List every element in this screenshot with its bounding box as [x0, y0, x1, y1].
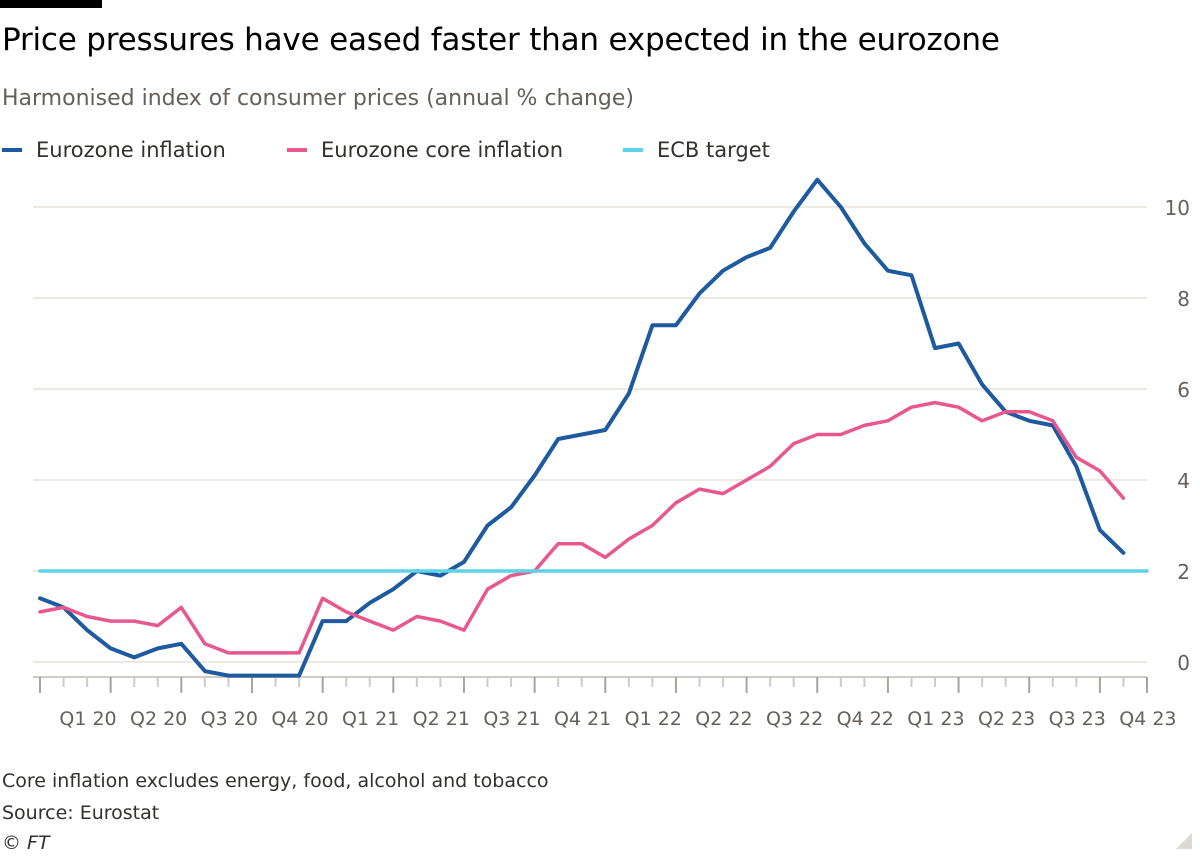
x-tick-label: Q1 23 — [907, 708, 964, 730]
legend-item-eurozone-inflation: Eurozone inflation — [2, 138, 226, 162]
x-tick-label: Q1 20 — [59, 708, 116, 730]
x-tick-label: Q2 21 — [413, 708, 470, 730]
series-line-eurozone-inflation — [38, 177, 1126, 678]
x-tick-label: Q4 21 — [554, 708, 611, 730]
x-tick-label: Q4 22 — [837, 708, 894, 730]
x-tick-label: Q4 20 — [271, 708, 328, 730]
copyright: © FT — [2, 832, 50, 854]
chart-title: Price pressures have eased faster than e… — [2, 22, 1000, 58]
legend-label-ecb-target: ECB target — [657, 138, 770, 162]
x-tick-label: Q3 21 — [483, 708, 540, 730]
footnote: Core inflation excludes energy, food, al… — [2, 770, 549, 792]
legend-item-ecb-target: ECB target — [623, 138, 770, 162]
source-note: Source: Eurostat — [2, 802, 160, 824]
x-tick-label: Q1 22 — [625, 708, 682, 730]
y-tick-label: 6 — [1177, 378, 1190, 402]
brand-bar — [0, 0, 102, 8]
legend-label-core-inflation: Eurozone core inflation — [321, 138, 564, 162]
x-tick-label: Q2 22 — [695, 708, 752, 730]
x-tick-label: Q3 22 — [766, 708, 823, 730]
x-tick-label: Q1 21 — [342, 708, 399, 730]
y-tick-label: 4 — [1177, 469, 1190, 493]
line-chart: 0 2 4 6 8 10 Q1 20 Q2 20 Q3 20 Q4 20 Q1 21 Q2 21 Q3 … — [33, 177, 1190, 730]
x-tick-label: Q4 23 — [1119, 708, 1176, 730]
y-tick-label: 10 — [1165, 196, 1190, 220]
y-tick-label: 8 — [1177, 287, 1190, 311]
x-tick-label: Q2 23 — [978, 708, 1035, 730]
legend-swatch-eurozone-inflation — [2, 148, 22, 152]
x-tick-label: Q3 20 — [201, 708, 258, 730]
chart-subtitle: Harmonised index of consumer prices (ann… — [2, 86, 635, 111]
legend-swatch-ecb-target — [623, 148, 643, 152]
x-tick-label: Q2 20 — [130, 708, 187, 730]
legend-swatch-core-inflation — [287, 148, 307, 152]
legend-label-eurozone-inflation: Eurozone inflation — [36, 138, 226, 162]
y-tick-label: 0 — [1177, 651, 1190, 675]
resize-corner-icon — [1176, 833, 1192, 849]
y-tick-label: 2 — [1177, 560, 1190, 584]
x-tick-label: Q3 23 — [1049, 708, 1106, 730]
legend-item-core-inflation: Eurozone core inflation — [287, 138, 563, 162]
series-line-eurozone-core-inflation — [38, 400, 1126, 655]
